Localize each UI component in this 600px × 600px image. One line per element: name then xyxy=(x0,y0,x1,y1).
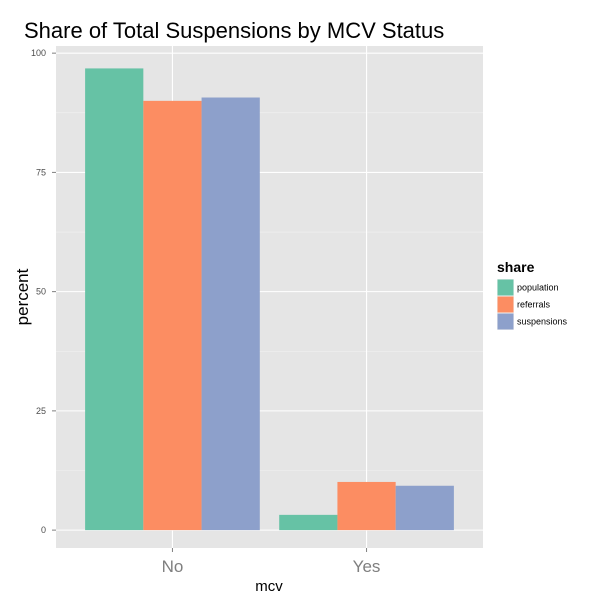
x-tick-label: No xyxy=(162,557,184,576)
y-tick-label: 25 xyxy=(36,406,46,416)
legend-label-referrals: referrals xyxy=(517,300,551,310)
legend-label-suspensions: suspensions xyxy=(517,317,568,327)
x-tick-label: Yes xyxy=(353,557,381,576)
legend-title: share xyxy=(497,259,535,275)
legend: share population referrals suspensions xyxy=(497,259,568,330)
y-tick-label: 0 xyxy=(41,525,46,535)
x-axis: No Yes xyxy=(162,548,381,576)
legend-key-suspensions xyxy=(497,313,514,330)
x-axis-title: mcv xyxy=(255,578,283,595)
chart-title: Share of Total Suspensions by MCV Status xyxy=(24,18,444,43)
y-axis: 0 25 50 75 100 xyxy=(31,48,56,535)
legend-key-population xyxy=(497,279,514,296)
y-tick-label: 75 xyxy=(36,167,46,177)
bar-suspensions-yes xyxy=(395,485,454,531)
bar-population-yes xyxy=(279,514,338,531)
bar-population-no xyxy=(85,68,144,531)
y-tick-label: 50 xyxy=(36,287,46,297)
bar-suspensions-no xyxy=(201,97,260,531)
y-tick-label: 100 xyxy=(31,48,46,58)
bar-referrals-no xyxy=(143,100,202,531)
y-axis-title: percent xyxy=(13,268,32,325)
legend-label-population: population xyxy=(517,283,559,293)
legend-key-referrals xyxy=(497,296,514,313)
bars xyxy=(85,68,454,531)
bar-referrals-yes xyxy=(337,481,396,531)
